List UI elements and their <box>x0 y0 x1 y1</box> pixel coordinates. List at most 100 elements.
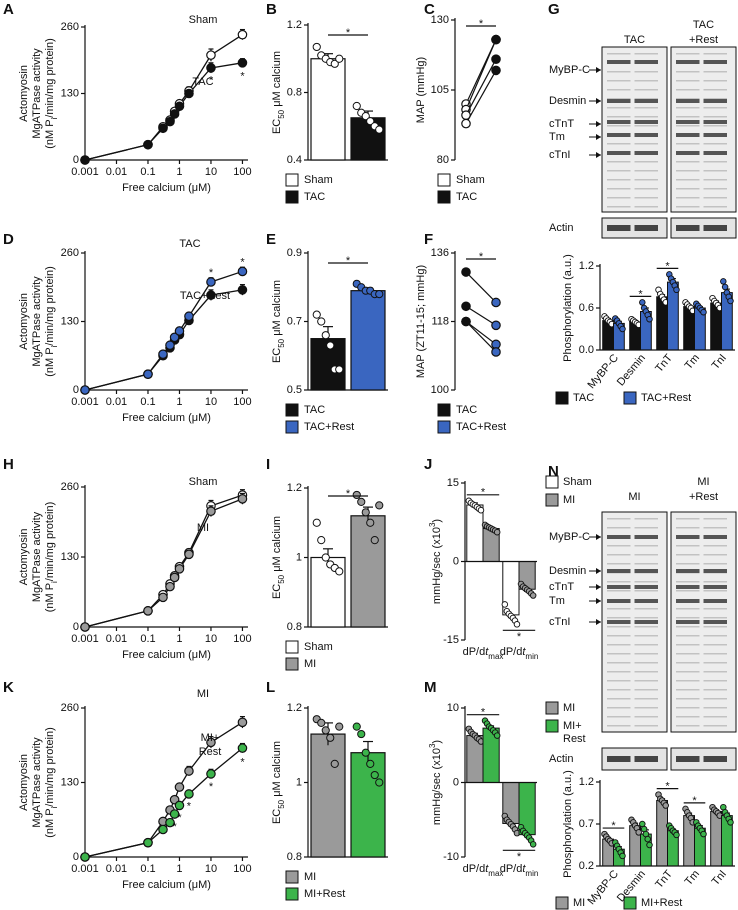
bar <box>350 515 386 628</box>
series-label: Rest <box>199 746 222 758</box>
data-point <box>529 841 537 848</box>
legend-swatch <box>437 173 451 187</box>
data-point <box>361 508 370 517</box>
blot-band <box>703 188 727 190</box>
blot-band <box>634 206 658 208</box>
y-tick-label: 130 <box>61 87 79 99</box>
band-label: Desmin <box>549 565 586 577</box>
band-arrowhead <box>596 134 601 140</box>
x-tick-label: TnT <box>653 352 675 375</box>
data-point <box>491 297 501 308</box>
blot-band <box>607 680 631 682</box>
lane-group-label: +Rest <box>689 34 718 46</box>
blot-band <box>703 80 727 82</box>
blot-band <box>607 725 631 727</box>
data-point <box>312 518 321 527</box>
data-point <box>80 852 90 862</box>
blot-band <box>607 170 631 172</box>
blot-band <box>703 635 727 637</box>
data-point <box>366 117 375 126</box>
data-point <box>158 123 168 134</box>
y-axis-label-part: 3 <box>428 743 437 748</box>
blot-band <box>676 608 700 610</box>
data-point <box>335 365 344 374</box>
x-tick-label-part: min <box>525 652 538 661</box>
y-axis-label-part: i <box>50 117 59 119</box>
blot-panel <box>670 46 737 213</box>
data-point <box>501 601 509 608</box>
data-point <box>174 800 185 811</box>
panel-label: A <box>3 1 14 18</box>
blot-band <box>607 662 631 664</box>
significance-mark: * <box>517 851 522 863</box>
y-axis-label-part: 50 <box>277 109 286 118</box>
legend-label: TAC+Rest <box>641 392 691 404</box>
data-point <box>639 299 646 306</box>
blot-band <box>676 116 700 118</box>
significance-mark: * <box>346 27 351 39</box>
data-point <box>493 528 501 536</box>
data-point <box>646 315 653 323</box>
y-tick-label: 1 <box>296 776 302 788</box>
lane-group-label: TAC <box>693 19 714 31</box>
blot-band <box>676 535 700 539</box>
blot-band <box>676 107 700 109</box>
data-point <box>317 317 326 326</box>
x-tick-label: 0.001 <box>71 166 99 178</box>
y-axis-label: Phosphorylation (a.u.) <box>562 770 574 878</box>
blot-band <box>634 545 658 547</box>
blot-band <box>703 698 727 700</box>
x-tick-label: 0.01 <box>106 633 127 645</box>
data-point <box>361 748 370 757</box>
significance-mark: * <box>517 631 522 643</box>
blot-band <box>703 89 727 91</box>
blot-band <box>634 569 658 573</box>
y-tick-label: 130 <box>61 551 79 563</box>
y-tick-label: 130 <box>61 315 79 327</box>
y-axis-label-part: EC <box>271 348 283 363</box>
band-label: cTnT <box>549 118 574 130</box>
blot-band <box>703 535 727 539</box>
y-axis-label-part: /min/mg protein) <box>44 266 56 345</box>
blot-band <box>607 617 631 619</box>
x-tick-label-part: t <box>485 646 489 658</box>
x-tick-label: dP/dtmax <box>463 863 504 878</box>
panel-label: G <box>548 1 560 18</box>
x-tick-label: MyBP-C <box>586 868 622 907</box>
y-axis-label: (nM Pi/min/mg protein) <box>44 502 59 613</box>
blot-band <box>703 644 727 646</box>
blot-band <box>634 80 658 82</box>
data-point <box>312 42 321 52</box>
blot-band <box>607 563 631 565</box>
y-tick-label: 1.2 <box>287 702 302 714</box>
data-point <box>165 116 175 127</box>
data-point <box>366 518 375 527</box>
actin-band <box>607 225 631 231</box>
data-point <box>237 58 248 68</box>
y-axis-label-part: /min/mg protein) <box>44 502 56 581</box>
data-point <box>206 63 216 73</box>
band-arrowhead <box>596 619 601 625</box>
data-point <box>158 592 168 603</box>
x-tick-label: 1 <box>176 166 182 178</box>
y-axis-label: MgATPase activity <box>31 48 43 139</box>
data-point <box>326 341 335 350</box>
bar <box>310 58 346 161</box>
blot-band <box>607 107 631 109</box>
series-label: Sham <box>189 14 218 26</box>
legend-swatch <box>285 870 299 884</box>
blot-band <box>676 725 700 727</box>
significance-mark: * <box>479 18 484 30</box>
blot-band <box>607 590 631 592</box>
data-point <box>375 290 384 299</box>
y-tick-label: 0 <box>73 384 79 396</box>
data-point <box>184 766 194 776</box>
y-tick-label: 118 <box>431 315 449 327</box>
blot-band <box>703 716 727 718</box>
series-label: TAC <box>192 76 213 88</box>
blot-band <box>607 98 631 100</box>
data-point <box>352 490 361 500</box>
data-point <box>330 759 339 768</box>
y-axis-label-part: ) <box>431 519 443 523</box>
data-point <box>80 155 90 165</box>
